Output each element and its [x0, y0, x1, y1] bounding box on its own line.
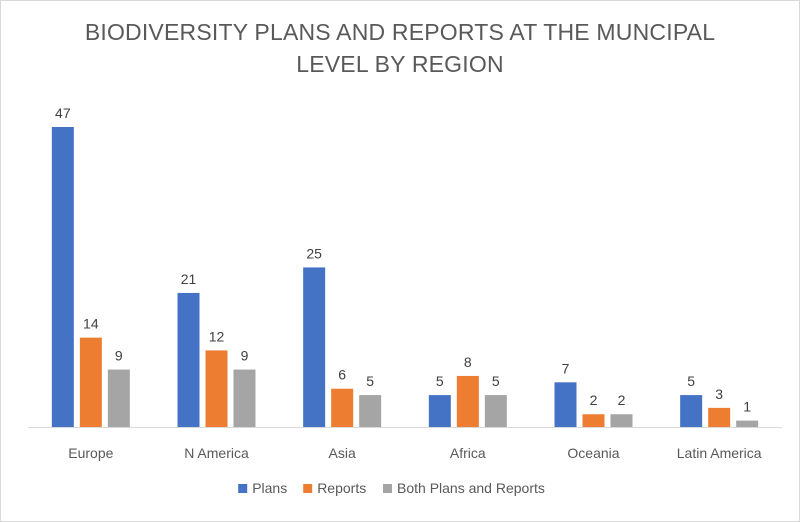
data-label-both-plans-and-reports-2: 9	[241, 348, 249, 364]
bar-plans-1	[51, 127, 74, 427]
legend-swatch-plans	[238, 484, 248, 493]
legend-label-reports: Reports	[317, 480, 366, 496]
data-label-both-plans-and-reports-6: 1	[743, 399, 751, 415]
chart-title-line-1: BIODIVERSITY PLANS AND REPORTS AT THE MU…	[84, 19, 716, 45]
data-label-both-plans-and-reports-3: 5	[366, 373, 374, 389]
bar-plans-2	[177, 292, 200, 427]
chart-title-line-2: LEVEL BY REGION	[296, 51, 504, 77]
bar-both-plans-and-reports-3	[359, 395, 382, 427]
data-label-reports-5: 2	[590, 392, 598, 408]
category-label-5: Oceania	[567, 445, 619, 461]
bar-both-plans-and-reports-5	[610, 414, 633, 427]
bar-plans-5	[554, 382, 577, 427]
data-label-plans-4: 5	[436, 373, 444, 389]
bar-both-plans-and-reports-6	[736, 420, 759, 427]
bar-both-plans-and-reports-1	[107, 369, 130, 427]
data-label-plans-3: 25	[306, 245, 322, 261]
bar-reports-5	[582, 414, 605, 427]
data-label-plans-6: 5	[687, 373, 695, 389]
bar-reports-3	[331, 388, 354, 427]
bar-reports-4	[456, 375, 479, 427]
bar-plans-3	[303, 267, 326, 427]
data-label-reports-6: 3	[715, 386, 723, 402]
data-label-plans-2: 21	[181, 271, 197, 287]
category-label-6: Latin America	[677, 445, 762, 461]
legend-swatch-both-plans-and-reports	[383, 484, 392, 493]
bar-reports-1	[79, 337, 102, 427]
data-label-reports-2: 12	[209, 328, 225, 344]
data-label-reports-3: 6	[338, 367, 346, 383]
legend-label-plans: Plans	[252, 480, 287, 496]
data-label-plans-1: 47	[55, 105, 71, 121]
category-label-2: N America	[184, 445, 249, 461]
category-label-3: Asia	[329, 445, 356, 461]
bar-both-plans-and-reports-4	[484, 395, 507, 427]
data-label-reports-4: 8	[464, 354, 472, 370]
legend-label-both-plans-and-reports: Both Plans and Reports	[397, 480, 545, 496]
bar-reports-6	[708, 407, 731, 427]
data-label-plans-5: 7	[562, 360, 570, 376]
legend-swatch-reports	[303, 484, 313, 493]
chart-title: BIODIVERSITY PLANS AND REPORTS AT THE MU…	[0, 16, 800, 80]
category-label-4: Africa	[450, 445, 486, 461]
data-label-reports-1: 14	[83, 316, 99, 332]
category-label-1: Europe	[68, 445, 113, 461]
bar-reports-2	[205, 350, 228, 427]
data-label-both-plans-and-reports-4: 5	[492, 373, 500, 389]
bar-plans-6	[680, 395, 703, 427]
data-label-both-plans-and-reports-5: 2	[618, 392, 626, 408]
bar-both-plans-and-reports-2	[233, 369, 256, 427]
bar-plans-4	[428, 395, 451, 427]
data-label-both-plans-and-reports-1: 9	[115, 348, 123, 364]
